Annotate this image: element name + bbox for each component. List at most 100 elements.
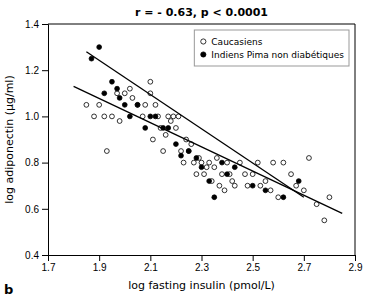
tick: 2.5 [246,255,260,273]
x-axis: 1.7 1.9 2.1 2.3 2.5 2.7 2.9 [42,255,363,273]
point [214,156,219,161]
point [148,79,153,84]
point [225,172,230,177]
point [102,114,107,119]
legend-label: Caucasiens [211,37,262,47]
tick-mark [42,163,48,164]
point [92,114,97,119]
tick: 2.3 [195,255,209,273]
point [327,195,332,200]
y-axis: 0.4 0.6 0.8 1.0 1.2 1.4 [25,19,48,261]
point [115,86,120,91]
legend-box [194,30,349,66]
tick: 2.9 [349,255,363,273]
point [117,96,122,101]
point [271,160,276,165]
tick: 2.7 [297,255,311,273]
point [207,160,212,165]
point [204,165,209,170]
tick: 2.1 [144,255,158,273]
x-axis-label: log fasting insulin (pmol/L) [128,279,275,292]
tick: 1.4 [25,19,48,30]
marks [74,45,343,223]
tick-mark [150,255,151,261]
point [230,179,235,184]
point [263,188,268,193]
point [174,126,179,131]
point [127,114,132,119]
point [84,102,89,107]
point [322,218,327,223]
tick-mark [42,116,48,117]
point [166,114,171,119]
tick: 0.8 [25,157,48,168]
point [171,114,176,119]
point [153,114,158,119]
tick-mark [42,255,48,256]
point [232,183,237,188]
point [181,160,186,165]
legend-symbol [201,52,206,57]
point [135,102,140,107]
panel-label: b [4,282,13,297]
point [148,114,153,119]
point [243,172,248,177]
point [174,142,179,147]
point [161,149,166,154]
point [296,179,301,184]
tick-label: 1.0 [25,111,39,122]
tick-label: 2.7 [297,262,311,273]
point [122,91,127,96]
point [110,114,115,119]
point [115,91,120,96]
tick-label: 2.3 [195,262,209,273]
point [194,156,199,161]
point [212,195,217,200]
point [194,172,199,177]
point [97,45,102,50]
tick-mark [42,24,48,25]
point [104,149,109,154]
point [281,195,286,200]
point [163,132,168,137]
point [220,172,225,177]
tick-mark [42,209,48,210]
point [191,160,196,165]
frame [48,24,355,25]
plot: 1.7 1.9 2.1 2.3 2.5 2.7 2.9 0.4 0.6 0.8 1.0 1.2 1.4 C… [25,19,363,273]
point [250,183,255,188]
legend-label: Indiens Pima non diabétiques [211,50,344,60]
point [179,153,184,158]
frame [355,24,356,255]
tick-label: 2.5 [246,262,260,273]
point [281,160,286,165]
tick-mark [99,255,100,261]
tick-mark [42,70,48,71]
point [263,179,268,184]
tick-label: 1.4 [25,19,39,30]
tick-label: 0.6 [25,204,39,215]
point [179,149,184,154]
tick-label: 1.2 [25,65,39,76]
point [127,86,132,91]
scatter-series [84,79,332,222]
point [307,156,312,161]
tick-label: 1.7 [42,262,56,273]
tick: 0.4 [25,250,48,261]
legend-symbol [201,39,206,44]
tick: 1.7 [42,255,56,273]
y-axis-label: log adiponectin (µg/ml) [3,75,16,203]
point [232,165,237,170]
point [199,165,204,170]
legend: Caucasiens Indiens Pima non diabétiques [194,30,349,66]
tick-mark [355,255,356,261]
point [268,188,273,193]
point [153,102,158,107]
tick-mark [202,255,203,261]
point [255,160,260,165]
point [220,160,225,165]
tick-label: 1.9 [93,262,107,273]
tick-label: 2.1 [144,262,158,273]
point [212,165,217,170]
regression-line [86,52,303,198]
